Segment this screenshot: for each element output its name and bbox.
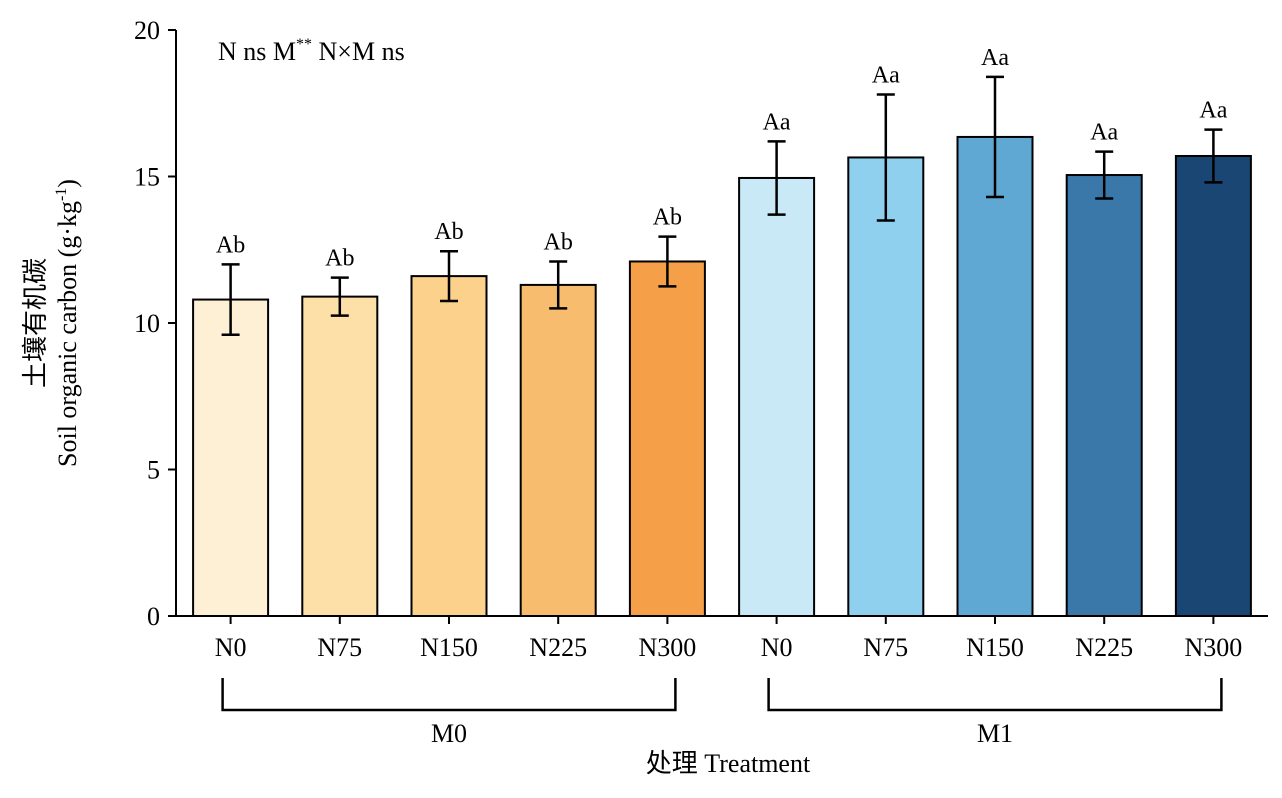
x-tick-label: N300: [1185, 633, 1243, 662]
significance-label: Aa: [763, 109, 791, 135]
x-tick-label: N225: [1075, 633, 1133, 662]
x-tick-label: N150: [966, 633, 1024, 662]
y-tick-label: 0: [147, 602, 160, 631]
group-label: M1: [977, 719, 1013, 748]
bar: [847, 156, 925, 618]
bar: [1065, 174, 1143, 617]
bar: [628, 260, 706, 617]
significance-label: Ab: [216, 232, 245, 258]
x-tick-label: N75: [317, 633, 362, 662]
bar: [192, 298, 270, 617]
x-tick-label: N300: [639, 633, 697, 662]
bars: [192, 135, 1252, 618]
bar: [956, 135, 1034, 617]
x-tick-label: N75: [863, 633, 908, 662]
bar: [410, 275, 488, 617]
significance-label: Ab: [434, 219, 463, 245]
y-axis-title-en: Soil organic carbon (g·kg-1): [53, 179, 82, 467]
error-bars: [221, 75, 1223, 336]
group-bracket: [221, 678, 677, 712]
significance-label: Ab: [544, 229, 573, 255]
y-axis-title-cn: 土壤有机碳: [21, 258, 50, 388]
y-axis-ticks: 0 5 10 15 20: [134, 16, 176, 631]
y-tick-label: 10: [134, 309, 160, 338]
x-tick-label: N225: [529, 633, 587, 662]
group-brackets: M0 M1: [221, 678, 1223, 748]
y-tick-label: 5: [147, 456, 160, 485]
significance-label: Aa: [1090, 120, 1118, 146]
bar: [738, 176, 816, 617]
y-tick-label: 20: [134, 16, 160, 45]
bar: [1174, 154, 1252, 618]
x-tick-label: N150: [420, 633, 478, 662]
significance-labels: Ab Ab Ab Ab Ab Aa Aa Aa Aa Aa: [216, 45, 1228, 272]
stats-note: N ns M** N×M ns: [218, 36, 405, 66]
significance-label: Aa: [1199, 98, 1227, 124]
significance-label: Ab: [653, 205, 682, 231]
significance-label: Aa: [981, 45, 1009, 71]
bar: [301, 295, 379, 617]
y-tick-label: 15: [134, 163, 160, 192]
x-axis-title: 处理 Treatment: [646, 749, 811, 778]
group-label: M0: [431, 719, 467, 748]
significance-label: Ab: [325, 246, 354, 272]
x-axis-ticks: N0 N75 N150 N225 N300 N0 N75 N150 N225 N300: [215, 616, 1243, 662]
bar: [519, 283, 597, 617]
x-tick-label: N0: [215, 633, 247, 662]
group-bracket: [767, 678, 1223, 712]
x-tick-label: N0: [761, 633, 793, 662]
significance-label: Aa: [872, 62, 900, 88]
